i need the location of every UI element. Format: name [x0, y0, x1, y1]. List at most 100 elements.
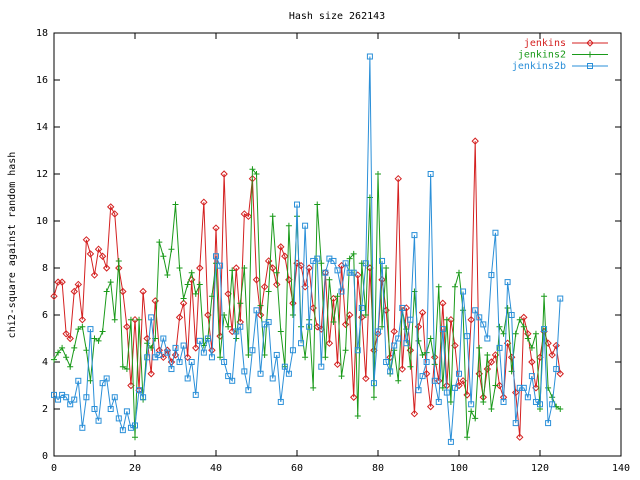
point-marker	[175, 313, 184, 322]
point-marker	[370, 380, 377, 387]
point-marker	[208, 354, 215, 361]
point-marker	[277, 243, 285, 251]
point-marker	[83, 347, 90, 354]
point-marker	[66, 334, 74, 343]
point-marker	[520, 313, 528, 322]
point-marker	[520, 384, 527, 391]
point-marker	[464, 333, 471, 340]
point-marker	[455, 381, 463, 390]
point-marker	[131, 315, 139, 324]
point-marker	[277, 328, 284, 335]
point-marker	[483, 365, 492, 373]
x-tick-label: 80	[372, 463, 384, 474]
point-marker	[148, 344, 155, 351]
point-marker	[241, 265, 248, 271]
point-marker	[285, 222, 292, 229]
point-marker	[314, 201, 321, 208]
point-marker	[188, 269, 195, 276]
point-marker	[140, 394, 147, 401]
point-marker	[63, 394, 70, 401]
point-marker	[67, 401, 74, 408]
point-marker	[115, 415, 122, 422]
point-marker	[418, 308, 427, 317]
point-marker	[237, 323, 244, 330]
point-marker	[342, 260, 349, 267]
point-marker	[196, 337, 203, 344]
point-marker	[306, 323, 313, 330]
point-marker	[184, 281, 191, 288]
point-marker	[468, 408, 475, 415]
point-marker	[379, 257, 386, 264]
point-marker	[541, 293, 548, 300]
plot-border	[53, 32, 622, 457]
point-marker	[82, 236, 91, 244]
point-marker	[302, 354, 309, 361]
x-tick-label: 40	[210, 463, 222, 474]
point-marker	[403, 340, 410, 347]
point-marker	[338, 288, 345, 295]
point-marker	[225, 323, 232, 330]
point-marker	[326, 276, 333, 283]
point-marker	[366, 53, 373, 60]
point-marker	[220, 170, 228, 178]
point-marker	[78, 315, 87, 324]
point-marker	[168, 366, 175, 373]
point-marker	[557, 406, 564, 412]
point-marker	[439, 384, 446, 391]
point-marker	[537, 401, 543, 408]
point-marker	[549, 401, 556, 408]
point-marker	[50, 292, 58, 300]
point-marker	[480, 321, 487, 328]
point-marker	[71, 396, 78, 403]
point-marker	[111, 210, 119, 218]
point-marker	[354, 413, 361, 420]
point-marker	[257, 370, 264, 377]
point-marker	[103, 288, 110, 295]
point-marker	[212, 224, 220, 232]
y-tick-label: 10	[36, 216, 48, 227]
point-marker	[422, 370, 431, 378]
point-marker	[350, 250, 357, 257]
x-tick-label: 100	[450, 463, 468, 474]
point-marker	[383, 265, 390, 271]
point-marker	[144, 354, 151, 361]
point-marker	[200, 198, 208, 206]
point-marker	[516, 384, 523, 391]
point-marker	[237, 300, 244, 307]
point-marker	[196, 264, 204, 272]
point-marker	[390, 327, 398, 336]
point-marker	[516, 433, 524, 441]
point-marker	[217, 262, 224, 269]
point-marker	[394, 174, 402, 183]
point-marker	[51, 391, 57, 398]
point-marker	[63, 354, 70, 361]
point-marker	[496, 344, 503, 351]
point-marker	[83, 394, 90, 401]
point-marker	[435, 283, 442, 290]
point-marker	[447, 398, 454, 405]
point-marker	[476, 314, 483, 321]
point-marker	[451, 283, 458, 290]
point-marker	[252, 276, 261, 284]
point-marker	[419, 373, 426, 380]
point-marker	[249, 166, 256, 173]
point-marker	[156, 351, 163, 358]
point-marker	[391, 342, 398, 349]
point-marker	[520, 323, 527, 330]
x-tick-label: 60	[291, 463, 303, 474]
point-marker	[338, 373, 345, 380]
point-marker	[358, 304, 365, 311]
point-marker	[387, 368, 394, 375]
x-tick-label: 120	[531, 463, 549, 474]
point-marker	[269, 213, 276, 220]
y-tick-label: 18	[36, 28, 48, 39]
point-marker	[472, 415, 479, 422]
point-marker	[342, 347, 349, 354]
point-marker	[265, 319, 272, 326]
point-marker	[362, 374, 370, 383]
point-marker	[487, 358, 496, 366]
point-marker	[411, 232, 418, 239]
point-marker	[156, 239, 163, 246]
point-marker	[58, 278, 66, 286]
point-marker	[516, 316, 523, 323]
